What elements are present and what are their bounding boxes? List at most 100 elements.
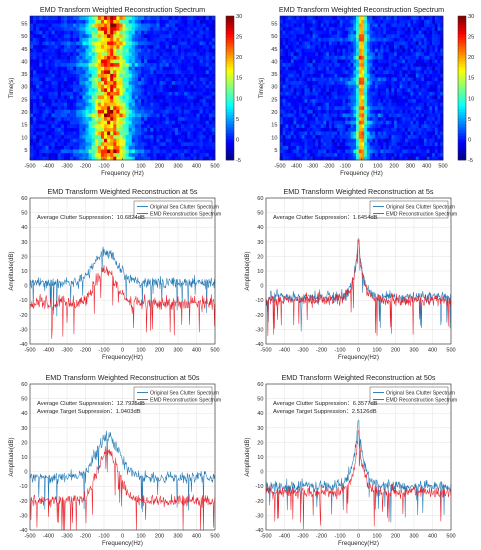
heatmap-cell [76, 23, 80, 28]
heatmap-cell [429, 44, 433, 49]
heatmap-cell [171, 80, 176, 85]
heatmap-cell [144, 149, 148, 154]
heatmap-cell [423, 23, 427, 28]
heatmap-cell [296, 131, 300, 136]
heatmap-cell [369, 95, 373, 100]
heatmap-cell [320, 80, 324, 85]
heatmap-cell [280, 120, 284, 125]
heatmap-cell [372, 37, 376, 42]
heatmap-cell [39, 52, 43, 56]
heatmap-cell [361, 156, 365, 161]
heatmap-cell [377, 134, 381, 139]
heatmap-cell [76, 109, 80, 114]
heatmap-cell [404, 95, 408, 100]
heatmap-cell [190, 34, 194, 38]
heatmap-cell [413, 127, 417, 132]
heatmap-cell [423, 26, 427, 31]
heatmap-cell [399, 48, 403, 53]
heatmap-cell [70, 145, 74, 150]
heatmap-cell [282, 23, 286, 28]
heatmap-cell [131, 66, 136, 71]
heatmap-cell [67, 116, 71, 121]
heatmap-cell [122, 48, 126, 53]
heatmap-cell [122, 127, 126, 132]
heatmap-cell [290, 116, 294, 121]
heatmap-cell [304, 55, 308, 60]
y-tick-label: 30 [271, 85, 277, 91]
heatmap-cell [162, 138, 166, 143]
heatmap-cell [94, 55, 99, 60]
heatmap-cell [437, 19, 441, 24]
heatmap-cell [293, 113, 297, 118]
heatmap-cell [128, 77, 133, 82]
heatmap-cell [282, 145, 286, 150]
heatmap-cell [193, 84, 197, 89]
heatmap-cell [331, 52, 335, 56]
heatmap-cell [94, 120, 99, 125]
heatmap-cell [193, 134, 197, 139]
heatmap-cell [375, 70, 379, 74]
heatmap-cell [48, 120, 52, 125]
heatmap-cell [307, 149, 311, 154]
heatmap-cell [159, 113, 163, 118]
heatmap-cell [79, 98, 83, 103]
heatmap-cell [391, 95, 395, 100]
heatmap-cell [36, 95, 40, 100]
colorbar-step [226, 22, 234, 26]
heatmap-cell [369, 145, 373, 150]
heatmap-cell [312, 102, 316, 107]
heatmap-cell [51, 95, 55, 100]
heatmap-cell [45, 120, 49, 125]
heatmap-cell [364, 66, 368, 71]
heatmap-cell [162, 134, 166, 139]
heatmap-cell [82, 120, 86, 125]
heatmap-cell [358, 134, 362, 139]
heatmap-cell [82, 77, 86, 82]
heatmap-cell [150, 48, 154, 53]
heatmap-cell [347, 77, 351, 82]
heatmap-cell [394, 84, 398, 89]
heatmap-cell [159, 84, 163, 89]
heatmap-cell [399, 120, 403, 125]
heatmap-cell [100, 37, 105, 42]
heatmap-cell [361, 149, 365, 154]
heatmap-cell [375, 142, 379, 146]
heatmap-cell [301, 23, 305, 28]
heatmap-cell [137, 55, 142, 60]
heatmap-cell [85, 102, 89, 107]
heatmap-cell [128, 30, 133, 35]
heatmap-cell [404, 91, 408, 96]
heatmap-cell [208, 156, 213, 161]
heatmap-cell [432, 23, 436, 28]
heatmap-cell [372, 19, 376, 24]
heatmap-cell [418, 142, 422, 146]
heatmap-cell [54, 55, 59, 60]
heatmap-cell [288, 106, 292, 110]
heatmap-cell [94, 44, 99, 49]
heatmap-cell [134, 149, 139, 154]
heatmap-cell [285, 80, 289, 85]
heatmap-cell [432, 34, 436, 38]
heatmap-cell [134, 70, 139, 74]
heatmap-cell [88, 116, 92, 121]
heatmap-cell [82, 106, 86, 110]
x-tick-label: -500 [24, 164, 35, 170]
heatmap-cell [122, 73, 126, 78]
heatmap-cell [356, 34, 360, 38]
heatmap-cell [396, 55, 400, 60]
heatmap-cell [383, 66, 387, 71]
heatmap-cell [391, 41, 395, 46]
heatmap-cell [94, 152, 99, 157]
heatmap-cell [388, 149, 392, 154]
colorbar-step [226, 28, 234, 32]
heatmap-cell [331, 98, 335, 103]
heatmap-cell [76, 34, 80, 38]
colorbar-step [226, 52, 234, 56]
heatmap-cell [85, 131, 89, 136]
heatmap-cell [211, 120, 216, 125]
heatmap-cell [79, 52, 83, 56]
colorbar-step [458, 64, 466, 68]
heatmap-cell [388, 34, 392, 38]
heatmap-cell [293, 77, 297, 82]
heatmap-cell [137, 156, 142, 161]
